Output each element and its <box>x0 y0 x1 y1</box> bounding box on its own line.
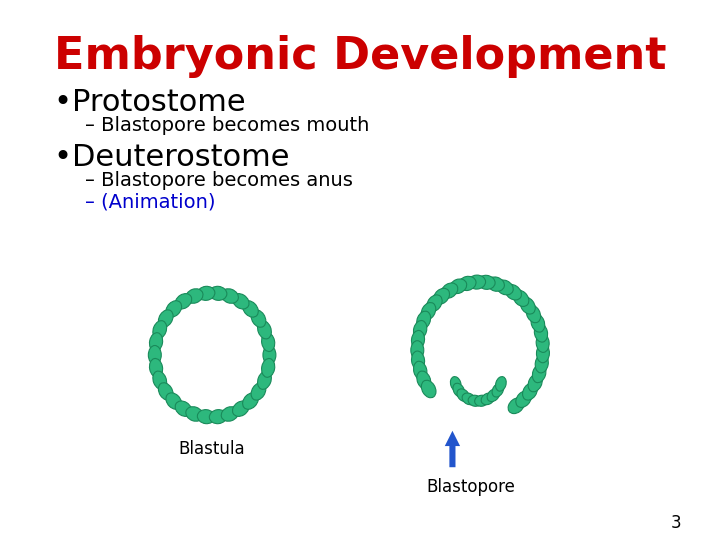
Ellipse shape <box>411 341 424 360</box>
Ellipse shape <box>433 288 449 305</box>
Ellipse shape <box>153 371 166 389</box>
Ellipse shape <box>175 294 192 309</box>
Ellipse shape <box>534 323 548 342</box>
Ellipse shape <box>536 334 549 353</box>
Ellipse shape <box>258 321 271 339</box>
Ellipse shape <box>175 401 192 416</box>
Ellipse shape <box>243 393 258 409</box>
Ellipse shape <box>417 371 431 389</box>
Ellipse shape <box>427 295 442 312</box>
FancyArrowPatch shape <box>445 431 460 467</box>
Text: •: • <box>53 88 71 117</box>
Ellipse shape <box>523 383 537 400</box>
Ellipse shape <box>417 311 431 329</box>
Ellipse shape <box>481 393 495 405</box>
Ellipse shape <box>495 376 506 391</box>
Ellipse shape <box>261 333 275 352</box>
Text: – Blastopore becomes mouth: – Blastopore becomes mouth <box>84 116 369 135</box>
Ellipse shape <box>233 401 249 416</box>
Ellipse shape <box>451 376 461 391</box>
Ellipse shape <box>186 407 203 421</box>
Text: – Blastopore becomes anus: – Blastopore becomes anus <box>84 171 352 190</box>
Ellipse shape <box>421 302 436 320</box>
Ellipse shape <box>477 275 495 289</box>
Text: •: • <box>53 143 71 172</box>
Text: Deuterostome: Deuterostome <box>71 143 289 172</box>
Ellipse shape <box>150 359 163 377</box>
Ellipse shape <box>186 289 203 303</box>
Ellipse shape <box>528 374 542 392</box>
Ellipse shape <box>413 361 427 380</box>
Ellipse shape <box>261 359 275 377</box>
Ellipse shape <box>421 380 436 398</box>
Ellipse shape <box>531 314 545 332</box>
Ellipse shape <box>210 410 227 424</box>
Ellipse shape <box>457 389 469 402</box>
Text: Protostome: Protostome <box>71 88 246 117</box>
Ellipse shape <box>158 310 173 327</box>
Ellipse shape <box>197 410 215 424</box>
Ellipse shape <box>243 301 258 317</box>
Ellipse shape <box>166 393 181 409</box>
Ellipse shape <box>453 383 464 397</box>
Ellipse shape <box>459 276 476 291</box>
Ellipse shape <box>441 283 458 298</box>
Ellipse shape <box>233 294 249 309</box>
Ellipse shape <box>508 398 524 414</box>
Ellipse shape <box>210 286 227 300</box>
Ellipse shape <box>487 389 500 402</box>
Ellipse shape <box>251 383 266 400</box>
Ellipse shape <box>251 310 266 327</box>
Ellipse shape <box>474 395 488 406</box>
Ellipse shape <box>263 346 276 365</box>
Ellipse shape <box>496 280 513 295</box>
Ellipse shape <box>150 333 163 352</box>
Ellipse shape <box>535 354 549 373</box>
Text: – (Animation): – (Animation) <box>84 192 215 211</box>
Text: Blastula: Blastula <box>179 440 246 458</box>
Ellipse shape <box>153 321 166 339</box>
Ellipse shape <box>468 275 485 289</box>
Ellipse shape <box>468 395 482 406</box>
Text: 3: 3 <box>671 514 682 532</box>
Ellipse shape <box>221 289 238 303</box>
Ellipse shape <box>413 321 427 339</box>
Ellipse shape <box>462 393 475 405</box>
Ellipse shape <box>411 330 425 349</box>
Ellipse shape <box>148 346 161 365</box>
Ellipse shape <box>532 364 546 383</box>
Ellipse shape <box>516 391 531 408</box>
Ellipse shape <box>492 383 503 397</box>
Ellipse shape <box>513 290 529 306</box>
Ellipse shape <box>221 407 238 421</box>
Ellipse shape <box>158 383 173 400</box>
Text: Blastopore: Blastopore <box>426 478 516 496</box>
Ellipse shape <box>258 371 271 389</box>
Ellipse shape <box>449 279 467 294</box>
Ellipse shape <box>520 297 535 314</box>
Ellipse shape <box>197 286 215 300</box>
Ellipse shape <box>536 344 549 363</box>
Text: Embryonic Development: Embryonic Development <box>54 35 666 78</box>
Ellipse shape <box>526 305 541 323</box>
Ellipse shape <box>505 285 521 300</box>
Ellipse shape <box>166 301 181 317</box>
Ellipse shape <box>487 277 505 291</box>
Ellipse shape <box>412 351 425 370</box>
